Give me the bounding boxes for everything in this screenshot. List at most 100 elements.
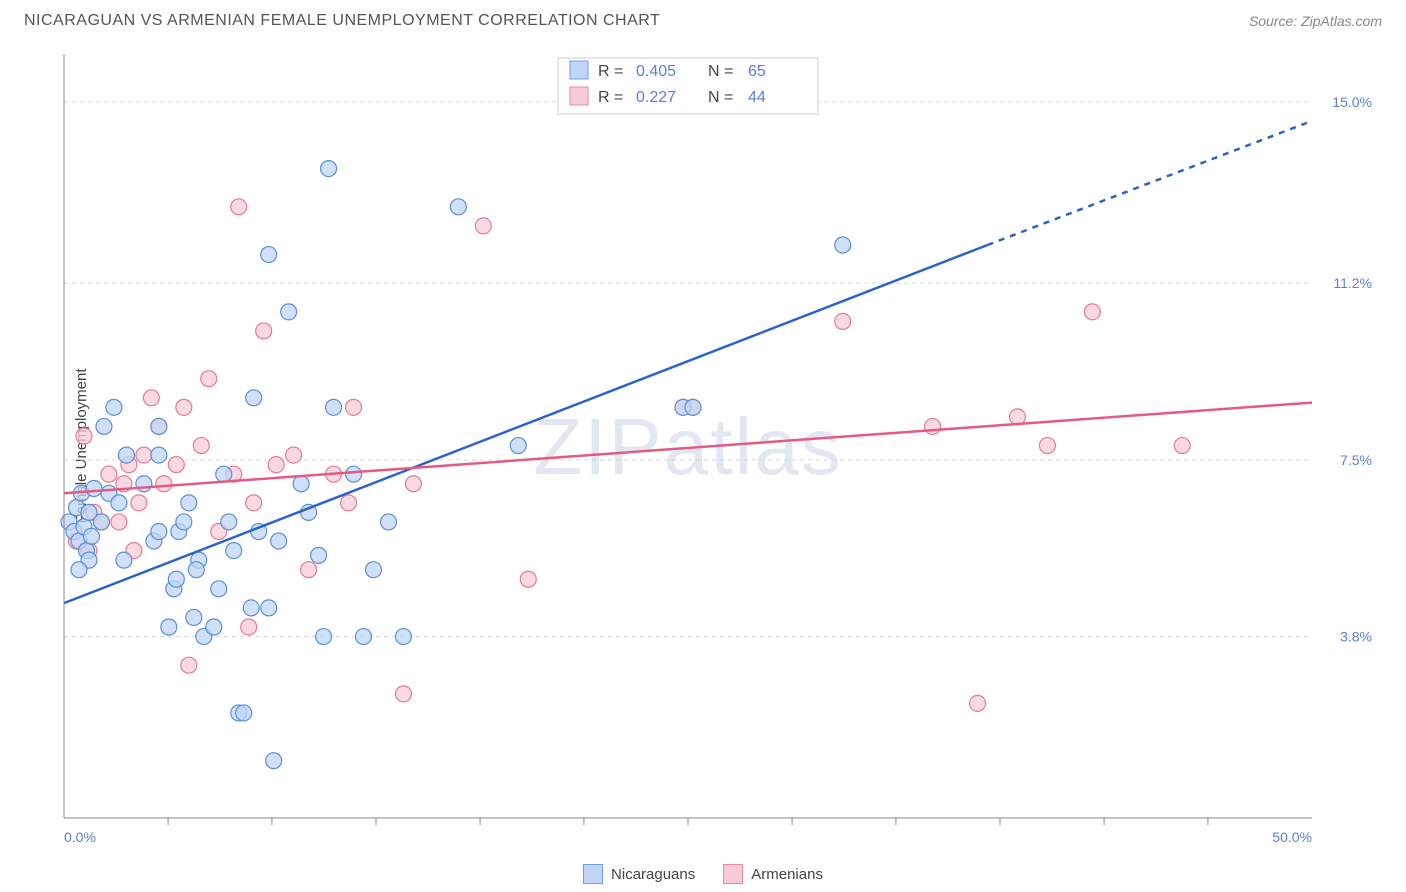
- scatter-point: [321, 161, 337, 177]
- scatter-point: [380, 514, 396, 530]
- scatter-point: [86, 481, 102, 497]
- stats-r-value: 0.227: [636, 89, 676, 106]
- scatter-point: [161, 619, 177, 635]
- scatter-point: [268, 457, 284, 473]
- stats-box: [558, 58, 818, 114]
- scatter-point: [246, 495, 262, 511]
- legend-swatch-icon: [723, 864, 743, 884]
- scatter-point: [118, 447, 134, 463]
- scatter-point: [136, 447, 152, 463]
- scatter-point: [510, 438, 526, 454]
- trend-line-extrapolated: [988, 121, 1312, 245]
- scatter-point: [136, 476, 152, 492]
- scatter-point: [286, 447, 302, 463]
- scatter-point: [181, 657, 197, 673]
- stats-swatch-icon: [570, 87, 588, 105]
- scatter-point: [366, 562, 382, 578]
- scatter-point: [93, 514, 109, 530]
- scatter-point: [151, 524, 167, 540]
- scatter-point: [226, 543, 242, 559]
- scatter-point: [101, 466, 117, 482]
- stats-n-label: N =: [708, 63, 733, 80]
- scatter-point: [341, 495, 357, 511]
- legend-label: Nicaraguans: [611, 866, 695, 883]
- scatter-point: [835, 237, 851, 253]
- y-tick-label: 11.2%: [1333, 275, 1372, 291]
- scatter-point: [186, 609, 202, 625]
- scatter-point: [970, 695, 986, 711]
- legend-label: Armenians: [751, 866, 823, 883]
- scatter-point: [261, 247, 277, 263]
- scatter-point: [83, 528, 99, 544]
- legend-swatch-icon: [583, 864, 603, 884]
- scatter-point: [71, 562, 87, 578]
- scatter-point: [206, 619, 222, 635]
- scatter-point: [193, 438, 209, 454]
- scatter-point: [221, 514, 237, 530]
- scatter-point: [685, 399, 701, 415]
- scatter-point: [246, 390, 262, 406]
- scatter-point: [181, 495, 197, 511]
- scatter-point: [106, 399, 122, 415]
- y-tick-label: 3.8%: [1340, 629, 1372, 645]
- stats-r-label: R =: [598, 63, 623, 80]
- scatter-point: [231, 199, 247, 215]
- scatter-point: [96, 418, 112, 434]
- scatter-point: [211, 581, 227, 597]
- scatter-point: [256, 323, 272, 339]
- scatter-point: [151, 447, 167, 463]
- scatter-point: [243, 600, 259, 616]
- trend-line: [64, 245, 988, 603]
- stats-swatch-icon: [570, 61, 588, 79]
- scatter-point: [1174, 438, 1190, 454]
- scatter-point: [293, 476, 309, 492]
- scatter-point: [395, 629, 411, 645]
- scatter-point: [111, 495, 127, 511]
- scatter-point: [266, 753, 282, 769]
- legend-item-armenians: Armenians: [723, 864, 823, 884]
- scatter-point: [156, 476, 172, 492]
- scatter-point: [925, 418, 941, 434]
- stats-n-value: 65: [748, 63, 766, 80]
- scatter-point: [236, 705, 252, 721]
- scatter-point: [116, 552, 132, 568]
- scatter-point: [346, 466, 362, 482]
- scatter-point: [76, 428, 92, 444]
- stats-r-label: R =: [598, 89, 623, 106]
- scatter-point: [475, 218, 491, 234]
- scatter-point: [271, 533, 287, 549]
- scatter-point: [143, 390, 159, 406]
- scatter-point: [311, 547, 327, 563]
- scatter-point: [1039, 438, 1055, 454]
- scatter-point: [301, 562, 317, 578]
- stats-r-value: 0.405: [636, 63, 676, 80]
- scatter-point: [111, 514, 127, 530]
- x-tick-label: 50.0%: [1272, 829, 1312, 845]
- scatter-point: [326, 399, 342, 415]
- scatter-point: [261, 600, 277, 616]
- scatter-point: [281, 304, 297, 320]
- scatter-point: [201, 371, 217, 387]
- scatter-point: [168, 457, 184, 473]
- scatter-point: [835, 313, 851, 329]
- scatter-point: [188, 562, 204, 578]
- x-tick-label: 0.0%: [64, 829, 96, 845]
- scatter-point: [151, 418, 167, 434]
- stats-n-value: 44: [748, 89, 766, 106]
- scatter-point: [316, 629, 332, 645]
- scatter-chart: ZIPatlas0.0%50.0%3.8%7.5%11.2%15.0%R =0.…: [24, 44, 1382, 848]
- y-tick-label: 15.0%: [1332, 94, 1372, 110]
- scatter-point: [131, 495, 147, 511]
- scatter-point: [450, 199, 466, 215]
- chart-title: NICARAGUAN VS ARMENIAN FEMALE UNEMPLOYME…: [24, 12, 660, 30]
- scatter-point: [241, 619, 257, 635]
- scatter-point: [216, 466, 232, 482]
- scatter-point: [405, 476, 421, 492]
- chart-source: Source: ZipAtlas.com: [1249, 13, 1382, 29]
- legend-item-nicaraguans: Nicaraguans: [583, 864, 695, 884]
- y-tick-label: 7.5%: [1340, 452, 1372, 468]
- scatter-point: [176, 399, 192, 415]
- stats-n-label: N =: [708, 89, 733, 106]
- scatter-point: [356, 629, 372, 645]
- scatter-point: [395, 686, 411, 702]
